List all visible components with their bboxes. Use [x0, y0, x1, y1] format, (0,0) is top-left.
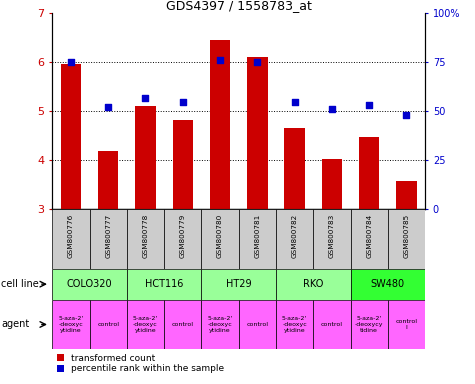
Text: GSM800779: GSM800779 [180, 214, 186, 258]
Text: 5-aza-2'
-deoxyc
ytidine: 5-aza-2' -deoxyc ytidine [282, 316, 307, 333]
Bar [314, 209, 351, 269]
Text: SW480: SW480 [371, 279, 405, 289]
Text: control: control [172, 322, 194, 327]
Text: 5-aza-2'
-deoxyc
ytidine: 5-aza-2' -deoxyc ytidine [208, 316, 233, 333]
Bar [351, 300, 388, 349]
Text: agent: agent [1, 319, 29, 329]
Bar [285, 129, 305, 209]
Bar [127, 209, 164, 269]
Point [254, 59, 261, 65]
Bar [322, 159, 342, 209]
Bar [238, 300, 276, 349]
Point [67, 59, 75, 65]
Bar [98, 151, 118, 209]
Bar [351, 209, 388, 269]
Text: GSM800783: GSM800783 [329, 214, 335, 258]
Bar [127, 269, 201, 300]
Bar [396, 181, 417, 209]
Point [291, 98, 298, 104]
Bar [210, 40, 230, 209]
Bar [52, 209, 89, 269]
Bar [89, 209, 127, 269]
Text: GSM800777: GSM800777 [105, 214, 111, 258]
Text: control: control [321, 322, 343, 327]
Text: COLO320: COLO320 [66, 279, 113, 289]
Bar [247, 56, 267, 209]
Bar [201, 300, 238, 349]
Bar [135, 106, 156, 209]
Bar [89, 300, 127, 349]
Bar [314, 300, 351, 349]
Text: GSM800785: GSM800785 [403, 214, 409, 258]
Bar [164, 209, 201, 269]
Bar [164, 300, 201, 349]
Text: HCT116: HCT116 [145, 279, 183, 289]
Bar [276, 209, 314, 269]
Text: GSM800780: GSM800780 [217, 214, 223, 258]
Text: GSM800782: GSM800782 [292, 214, 298, 258]
Point [142, 94, 149, 101]
Text: GSM800784: GSM800784 [366, 214, 372, 258]
Bar [52, 269, 127, 300]
Text: GSM800778: GSM800778 [142, 214, 149, 258]
Legend: transformed count, percentile rank within the sample: transformed count, percentile rank withi… [57, 354, 224, 373]
Point [179, 98, 187, 104]
Bar [201, 209, 238, 269]
Point [104, 104, 112, 111]
Bar [351, 269, 425, 300]
Text: control: control [247, 322, 268, 327]
Text: GSM800776: GSM800776 [68, 214, 74, 258]
Text: 5-aza-2'
-deoxycy
tidine: 5-aza-2' -deoxycy tidine [355, 316, 383, 333]
Title: GDS4397 / 1558783_at: GDS4397 / 1558783_at [166, 0, 312, 12]
Bar [276, 300, 314, 349]
Bar [276, 269, 351, 300]
Text: RKO: RKO [303, 279, 323, 289]
Point [403, 112, 410, 118]
Bar [388, 209, 425, 269]
Point [365, 103, 373, 109]
Text: HT29: HT29 [226, 279, 251, 289]
Bar [52, 300, 89, 349]
Point [216, 57, 224, 63]
Bar [359, 137, 380, 209]
Bar [238, 209, 276, 269]
Bar [172, 120, 193, 209]
Text: 5-aza-2'
-deoxyc
ytidine: 5-aza-2' -deoxyc ytidine [133, 316, 158, 333]
Bar [127, 300, 164, 349]
Point [328, 106, 336, 113]
Text: 5-aza-2'
-deoxyc
ytidine: 5-aza-2' -deoxyc ytidine [58, 316, 84, 333]
Bar [388, 300, 425, 349]
Bar [201, 269, 276, 300]
Text: control: control [97, 322, 119, 327]
Text: cell line: cell line [1, 279, 38, 289]
Bar [61, 64, 81, 209]
Text: control
l: control l [396, 319, 418, 330]
Text: GSM800781: GSM800781 [254, 214, 260, 258]
